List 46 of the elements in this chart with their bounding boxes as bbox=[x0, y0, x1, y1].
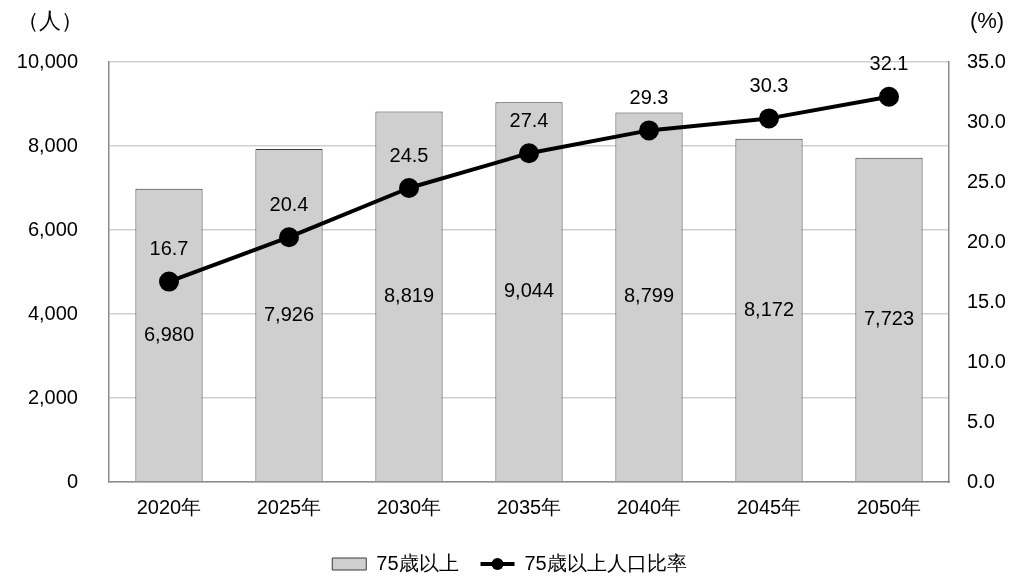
point bbox=[879, 86, 899, 107]
data-label: 30.3 bbox=[749, 73, 789, 96]
x-tick-label: 2035年 bbox=[496, 495, 562, 518]
y2-tick-label: 10.0 bbox=[967, 349, 1006, 372]
y2-tick-label: 15.0 bbox=[967, 289, 1006, 312]
data-label: 8,172 bbox=[743, 297, 795, 320]
x-tick-label: 2030年 bbox=[376, 495, 442, 518]
point bbox=[759, 108, 779, 129]
y-tick-label: 6,000 bbox=[27, 217, 78, 240]
y-tick-label: 2,000 bbox=[27, 385, 78, 408]
y2-tick-label: 0.0 bbox=[967, 469, 995, 492]
y2-tick-label: 25.0 bbox=[967, 169, 1006, 192]
legend-label: 75歳以上人口比率 bbox=[524, 551, 687, 574]
y-axis-title: （人） bbox=[17, 8, 83, 34]
data-label: 29.3 bbox=[629, 85, 669, 108]
y2-tick-label: 30.0 bbox=[967, 109, 1006, 132]
data-label: 6,980 bbox=[143, 322, 195, 345]
data-label: 8,819 bbox=[383, 283, 435, 306]
point bbox=[399, 178, 419, 198]
y-tick-label: 10,000 bbox=[16, 49, 78, 72]
point bbox=[279, 227, 299, 248]
data-label: 9,044 bbox=[503, 279, 555, 302]
x-tick-label: 2040年 bbox=[616, 495, 682, 518]
data-label: 7,926 bbox=[263, 302, 315, 325]
x-tick-label: 2020年 bbox=[136, 495, 202, 518]
y2-tick-label: 35.0 bbox=[967, 49, 1006, 72]
data-label: 16.7 bbox=[149, 237, 189, 260]
point bbox=[159, 271, 179, 292]
x-tick-label: 2045年 bbox=[736, 495, 802, 518]
x-tick-label: 2050年 bbox=[856, 495, 922, 518]
data-label: 27.4 bbox=[509, 108, 549, 131]
y-tick-label: 8,000 bbox=[27, 133, 78, 156]
legend-label: 75歳以上 bbox=[376, 551, 459, 574]
x-tick-label: 2025年 bbox=[256, 495, 322, 518]
point bbox=[519, 143, 539, 164]
data-label: 32.1 bbox=[869, 52, 909, 75]
y2-axis-title: (%) bbox=[969, 8, 1005, 34]
y2-tick-label: 5.0 bbox=[967, 409, 995, 432]
data-label: 8,799 bbox=[623, 284, 675, 307]
y2-tick-label: 20.0 bbox=[967, 229, 1006, 252]
data-label: 24.5 bbox=[389, 143, 429, 166]
data-label: 7,723 bbox=[863, 306, 915, 329]
y-tick-label: 0 bbox=[66, 469, 78, 492]
point bbox=[639, 120, 659, 141]
data-label: 20.4 bbox=[269, 192, 309, 215]
y-tick-label: 4,000 bbox=[27, 301, 78, 324]
